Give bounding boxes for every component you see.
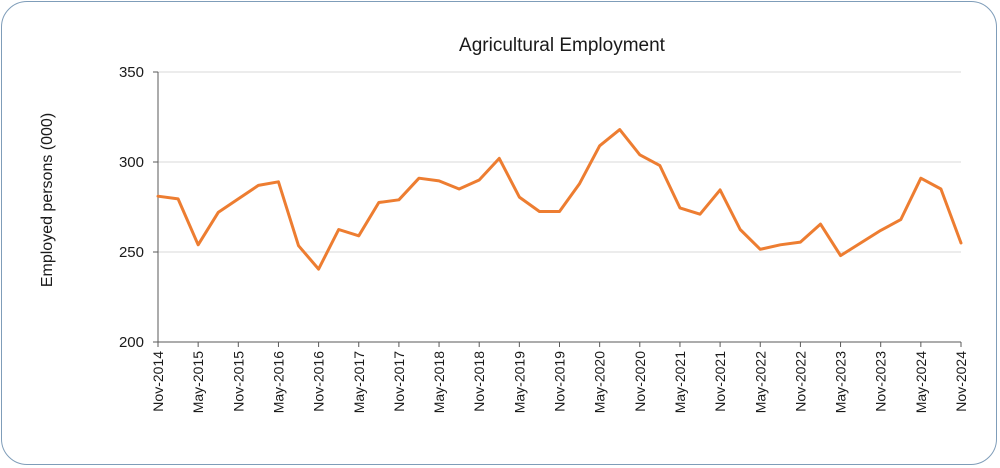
data-point bbox=[818, 222, 822, 226]
data-point bbox=[778, 243, 782, 247]
x-tick-label: May-2017 bbox=[351, 351, 367, 413]
y-tick-label: 200 bbox=[119, 334, 144, 351]
x-tick-label: Nov-2021 bbox=[712, 351, 728, 412]
x-tick-label: May-2018 bbox=[431, 351, 447, 413]
data-point bbox=[598, 144, 602, 148]
data-point bbox=[216, 210, 220, 214]
data-point bbox=[798, 240, 802, 244]
data-point bbox=[317, 267, 321, 271]
data-point bbox=[899, 218, 903, 222]
data-point bbox=[377, 201, 381, 205]
y-tick-labels: 200 250 300 350 bbox=[119, 64, 144, 351]
data-point bbox=[156, 194, 160, 198]
x-tick-label: May-2023 bbox=[833, 351, 849, 413]
data-point bbox=[718, 188, 722, 192]
data-point bbox=[658, 164, 662, 168]
x-tick-label: Nov-2016 bbox=[311, 351, 327, 412]
x-tick-label: May-2021 bbox=[672, 351, 688, 413]
x-tick-label: Nov-2019 bbox=[552, 351, 568, 412]
data-point bbox=[297, 244, 301, 248]
data-point bbox=[196, 243, 200, 247]
x-tick-label: May-2019 bbox=[511, 351, 527, 413]
x-tick-label: Nov-2015 bbox=[230, 351, 246, 412]
data-point bbox=[437, 179, 441, 183]
data-point bbox=[939, 187, 943, 191]
data-point bbox=[758, 247, 762, 251]
data-point bbox=[558, 210, 562, 214]
series-layer bbox=[156, 128, 963, 271]
x-tick-label: May-2024 bbox=[913, 351, 929, 413]
data-point bbox=[638, 153, 642, 157]
x-tick-label: Nov-2018 bbox=[471, 351, 487, 412]
data-point bbox=[276, 180, 280, 184]
data-point bbox=[698, 212, 702, 216]
x-tick-label: Nov-2023 bbox=[873, 351, 889, 412]
data-point bbox=[397, 198, 401, 202]
x-tick-label: Nov-2022 bbox=[792, 351, 808, 412]
y-axis-label: Employed persons (000) bbox=[39, 113, 56, 287]
data-point bbox=[959, 241, 963, 245]
y-tick-label: 350 bbox=[119, 64, 144, 81]
data-point bbox=[578, 182, 582, 186]
data-point bbox=[337, 228, 341, 232]
data-point bbox=[678, 206, 682, 210]
data-point bbox=[839, 254, 843, 258]
data-point bbox=[919, 176, 923, 180]
gridlines bbox=[158, 71, 961, 253]
x-tick-label: Nov-2014 bbox=[150, 351, 166, 412]
x-tick-label: May-2020 bbox=[592, 351, 608, 413]
data-point bbox=[859, 241, 863, 245]
series-line bbox=[156, 128, 963, 271]
data-point bbox=[497, 156, 501, 160]
data-point bbox=[618, 128, 622, 132]
x-tick-label: Nov-2024 bbox=[953, 351, 969, 412]
data-point bbox=[176, 197, 180, 201]
data-point bbox=[477, 178, 481, 182]
x-tick-label: May-2022 bbox=[752, 351, 768, 413]
y-tick-label: 250 bbox=[119, 244, 144, 261]
chart-title: Agricultural Employment bbox=[459, 35, 666, 56]
y-tick-label: 300 bbox=[119, 154, 144, 171]
data-point bbox=[236, 197, 240, 201]
data-point bbox=[517, 195, 521, 199]
data-point bbox=[417, 176, 421, 180]
x-tick-label: May-2016 bbox=[270, 351, 286, 413]
data-point bbox=[357, 234, 361, 238]
x-tick-labels: Nov-2014 May-2015 Nov-2015 May-2016 Nov-2016… bbox=[150, 351, 969, 413]
data-point bbox=[537, 210, 541, 214]
x-tick-label: May-2015 bbox=[190, 351, 206, 413]
data-point bbox=[879, 228, 883, 232]
data-point bbox=[738, 228, 742, 232]
x-tick-label: Nov-2017 bbox=[391, 351, 407, 412]
x-tick-label: Nov-2020 bbox=[632, 351, 648, 412]
axes bbox=[153, 71, 962, 347]
data-point bbox=[256, 183, 260, 187]
data-point bbox=[457, 187, 461, 191]
